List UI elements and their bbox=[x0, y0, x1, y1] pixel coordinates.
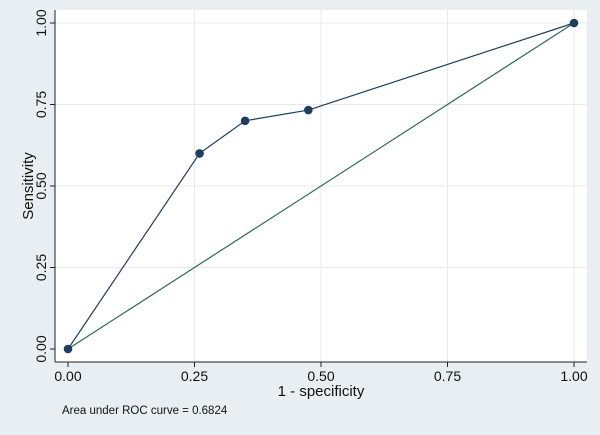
roc-point bbox=[304, 105, 313, 115]
x-tick-label: 0.25 bbox=[181, 368, 208, 384]
roc-point bbox=[569, 18, 579, 28]
roc-point bbox=[240, 116, 250, 126]
axes bbox=[50, 10, 587, 367]
x-tick-label: 0.00 bbox=[54, 368, 81, 384]
auc-note: Area under ROC curve = 0.6824 bbox=[62, 405, 228, 417]
x-tick-label: 1.00 bbox=[560, 368, 587, 384]
series-layer bbox=[63, 18, 579, 354]
y-tick-label: 0.00 bbox=[33, 335, 49, 362]
reference-line bbox=[67, 22, 575, 350]
roc-point bbox=[195, 149, 204, 158]
y-tick-label: 1.00 bbox=[33, 9, 49, 36]
x-axis-label: 1 - specificity bbox=[278, 383, 365, 400]
y-tick-label: 0.75 bbox=[33, 91, 49, 118]
y-tick-label: 0.50 bbox=[33, 172, 49, 199]
y-axis-label: Sensitivity bbox=[20, 152, 37, 220]
tick-labels: 0.00 0.25 0.50 0.75 1.00 0.00 0.25 0.50 0.75 1.00 bbox=[33, 9, 588, 384]
x-tick-label: 0.50 bbox=[307, 368, 334, 384]
roc-point bbox=[63, 344, 73, 354]
x-tick-label: 0.75 bbox=[434, 368, 461, 384]
y-tick-label: 0.25 bbox=[33, 254, 49, 281]
